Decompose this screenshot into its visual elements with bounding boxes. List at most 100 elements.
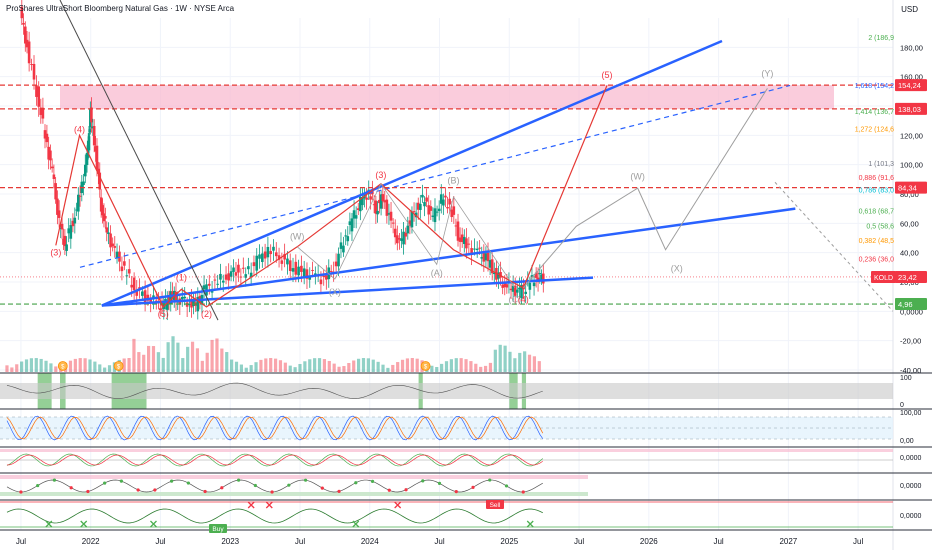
buy-cross-icon xyxy=(150,520,157,528)
volume-bar xyxy=(518,352,522,372)
candle-body xyxy=(261,253,264,262)
volume-bar xyxy=(220,348,224,372)
volume-bar xyxy=(93,361,97,372)
volume-bar xyxy=(342,366,346,372)
volume-bar xyxy=(103,367,107,372)
candle-body xyxy=(385,199,389,216)
candle-body xyxy=(376,210,379,215)
fib-level-label: 0,886 (91,6 xyxy=(859,175,895,182)
candle-body xyxy=(325,275,328,280)
volume-bar xyxy=(161,357,165,372)
volume-bar xyxy=(523,351,527,372)
candle-body xyxy=(369,196,372,200)
volume-bar xyxy=(435,367,439,372)
candle-body xyxy=(244,274,248,278)
candle-body xyxy=(308,277,312,280)
signal-dot xyxy=(404,488,408,492)
signal-dot xyxy=(136,488,140,492)
candle-body xyxy=(27,41,31,64)
wave-label: (B) xyxy=(447,176,459,186)
rsi-top-label: 100 xyxy=(900,375,912,382)
signal-dot xyxy=(454,490,458,494)
candle-body xyxy=(528,282,532,290)
volume-bar xyxy=(508,351,512,372)
time-tick-label: Jul xyxy=(853,537,863,546)
sell-tag xyxy=(486,500,504,509)
volume-bar xyxy=(171,336,175,372)
candle-body xyxy=(88,129,91,133)
volume-bar xyxy=(400,359,405,372)
sell-cross-icon xyxy=(265,501,273,509)
candle-body xyxy=(232,267,235,272)
volume-bar xyxy=(347,363,351,372)
candle-body xyxy=(456,221,460,241)
osc-band xyxy=(0,449,893,452)
candle-body xyxy=(482,251,486,262)
price-tick-label: 120,00 xyxy=(900,131,923,140)
buy-cross-icon xyxy=(352,520,360,528)
wave-label: (3) xyxy=(50,248,61,258)
signal-dot xyxy=(287,483,291,487)
volume-bar xyxy=(293,367,297,372)
volume-bar xyxy=(186,346,190,372)
osc-band xyxy=(0,492,588,496)
elliott-wave-path xyxy=(55,85,608,308)
candle-body xyxy=(350,218,354,232)
signal-dot xyxy=(421,479,425,483)
volume-bar xyxy=(20,361,24,372)
candle-body xyxy=(346,236,350,242)
price-tag xyxy=(895,298,927,311)
signal-dot xyxy=(471,485,475,489)
candle-body xyxy=(138,287,141,289)
price-tick-label: -40,00 xyxy=(900,366,921,375)
signal-dot xyxy=(320,486,324,490)
volume-bar xyxy=(440,363,444,372)
wave-label: (4) xyxy=(518,295,529,305)
wave-label: (W) xyxy=(290,231,305,241)
volume-bar xyxy=(537,361,541,372)
candle-body xyxy=(269,251,272,255)
volume-bar xyxy=(215,338,219,372)
time-axis[interactable]: Jul 2022 Jul 2023 Jul 2024 Jul 2025 Jul 2026 Jul 20… xyxy=(16,537,864,546)
volume-bar xyxy=(483,365,488,372)
volume-bar xyxy=(449,359,453,372)
price-tag-label: 154,24 xyxy=(898,81,921,90)
candle-body xyxy=(488,260,492,268)
volume-bar xyxy=(532,356,537,372)
candle-body xyxy=(475,248,479,251)
ticker-tag-label: KOLD xyxy=(874,275,893,282)
candle-body xyxy=(412,211,416,213)
volume-bar xyxy=(142,354,146,372)
volume-bar xyxy=(264,358,268,372)
candle-body xyxy=(82,181,85,185)
candle-body xyxy=(59,227,62,229)
candle-body xyxy=(473,248,476,250)
volume-bar xyxy=(288,365,292,372)
candle-body xyxy=(104,215,107,219)
osc-line xyxy=(6,508,543,524)
candle-body xyxy=(90,107,93,123)
candle-body xyxy=(85,152,89,166)
candle-body xyxy=(416,202,420,210)
osc-line xyxy=(6,479,543,493)
volume-bar xyxy=(405,358,410,372)
volume-bar xyxy=(78,358,82,372)
candle-body xyxy=(322,275,326,278)
signal-dot xyxy=(354,481,358,485)
volume-bar xyxy=(249,365,253,372)
dividend-symbol: $ xyxy=(424,365,428,371)
buy-cross-icon xyxy=(80,520,88,528)
wave-label: (X) xyxy=(671,264,683,274)
stoch-k-line xyxy=(6,415,544,441)
volume-bar xyxy=(151,346,156,372)
volume-bar xyxy=(308,359,312,372)
time-tick-label: Jul xyxy=(295,537,305,546)
candle-body xyxy=(67,228,71,234)
price-axis[interactable]: 180,00160,00140,00120,00100,0080,0060,00… xyxy=(871,43,927,375)
candle-body xyxy=(297,266,300,276)
candle-body xyxy=(52,174,56,180)
candle-body xyxy=(132,277,136,291)
candle-body xyxy=(219,273,222,280)
